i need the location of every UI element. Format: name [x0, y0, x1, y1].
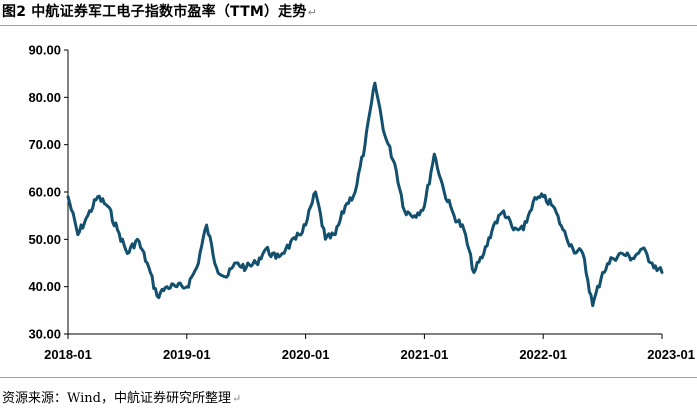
x-tick-label: 2023-01 — [647, 347, 695, 362]
source-note: 资源来源：Wind，中航证券研究所整理↵ — [2, 391, 242, 406]
y-tick-label: 50.00 — [28, 232, 61, 247]
x-axis-ticks: 2018-01 2019-01 2020-01 2021-01 2022-01 2023-… — [44, 334, 695, 362]
y-tick-label: 70.00 — [28, 137, 61, 152]
top-rule — [0, 25, 697, 26]
x-tick-label: 2021-01 — [401, 347, 449, 362]
plot-area — [66, 81, 664, 308]
y-tick-label: 80.00 — [28, 90, 61, 105]
paragraph-mark-icon: ↵ — [232, 392, 242, 405]
y-tick-label: 90.00 — [28, 43, 61, 58]
y-axis-ticks: 30.00 40.00 50.00 60.00 70.00 80.00 90.00 — [28, 43, 68, 342]
y-tick-label: 60.00 — [28, 185, 61, 200]
x-tick-label: 2018-01 — [44, 347, 92, 362]
paragraph-mark-icon: ↵ — [307, 6, 317, 19]
y-tick-label: 30.00 — [28, 327, 61, 342]
chart-title: 图2 中航证券军工电子指数市盈率（TTM）走势↵ — [2, 4, 317, 20]
x-tick-label: 2022-01 — [519, 347, 567, 362]
series-line — [66, 81, 664, 308]
bottom-rule — [0, 377, 697, 378]
x-tick-label: 2020-01 — [282, 347, 330, 362]
x-tick-label: 2019-01 — [163, 347, 211, 362]
y-tick-label: 40.00 — [28, 279, 61, 294]
